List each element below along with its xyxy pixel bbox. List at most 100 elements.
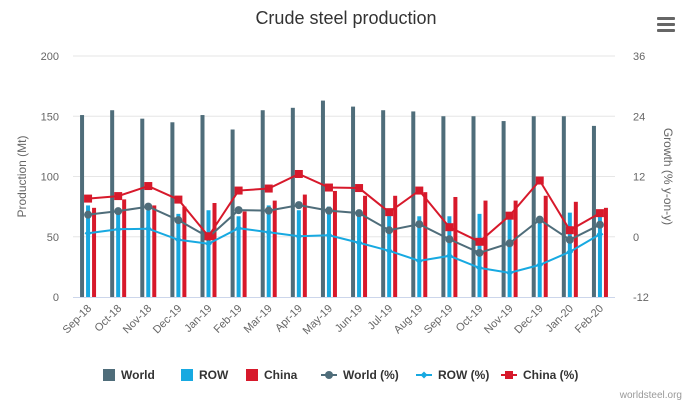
bar-china[interactable] xyxy=(182,206,187,297)
point-row-pct[interactable] xyxy=(295,232,303,240)
bar-world[interactable] xyxy=(381,110,386,297)
point-world-pct[interactable] xyxy=(415,220,424,229)
point-world-pct[interactable] xyxy=(294,201,303,210)
point-china-pct[interactable] xyxy=(385,208,394,217)
point-row-pct[interactable] xyxy=(506,269,514,277)
point-row-pct[interactable] xyxy=(445,252,453,260)
point-china-pct[interactable] xyxy=(535,176,544,185)
bar-china[interactable] xyxy=(393,195,398,297)
point-row-pct[interactable] xyxy=(355,239,363,247)
point-world-pct[interactable] xyxy=(355,209,364,218)
point-china-pct[interactable] xyxy=(234,186,243,195)
bar-world[interactable] xyxy=(411,111,416,298)
bar-china[interactable] xyxy=(272,200,277,297)
bar-world[interactable] xyxy=(170,122,175,298)
point-row-pct[interactable] xyxy=(476,264,483,272)
bar-row[interactable] xyxy=(326,206,331,297)
bar-row[interactable] xyxy=(266,205,271,297)
point-china-pct[interactable] xyxy=(505,211,514,220)
point-world-pct[interactable] xyxy=(234,206,243,215)
bar-world[interactable] xyxy=(110,110,115,297)
point-world-pct[interactable] xyxy=(144,202,153,211)
point-world-pct[interactable] xyxy=(595,220,604,229)
bar-china[interactable] xyxy=(92,207,97,297)
point-china-pct[interactable] xyxy=(595,209,604,218)
point-row-pct[interactable] xyxy=(385,247,393,255)
bar-world[interactable] xyxy=(80,115,85,297)
bar-china[interactable] xyxy=(212,203,217,297)
bar-china[interactable] xyxy=(242,211,247,297)
bar-row[interactable] xyxy=(387,212,392,297)
bar-world[interactable] xyxy=(320,100,325,298)
legend-item[interactable]: World (%) xyxy=(321,368,399,382)
bar-row[interactable] xyxy=(176,213,181,297)
bar-world[interactable] xyxy=(531,116,536,297)
point-china-pct[interactable] xyxy=(355,184,364,193)
point-china-pct[interactable] xyxy=(204,232,213,241)
point-world-pct[interactable] xyxy=(445,235,454,244)
bar-world[interactable] xyxy=(561,116,566,297)
point-china-pct[interactable] xyxy=(144,182,153,191)
bar-china[interactable] xyxy=(453,196,458,297)
bar-china[interactable] xyxy=(483,200,488,297)
bar-china[interactable] xyxy=(603,207,608,297)
bar-world[interactable] xyxy=(351,106,356,297)
point-row-pct[interactable] xyxy=(174,236,182,244)
point-china-pct[interactable] xyxy=(324,183,333,192)
point-row-pct[interactable] xyxy=(566,248,574,256)
bar-world[interactable] xyxy=(290,107,295,297)
legend-item[interactable]: China (%) xyxy=(501,368,578,382)
point-row-pct[interactable] xyxy=(596,230,604,238)
bar-row[interactable] xyxy=(507,216,512,297)
point-world-pct[interactable] xyxy=(174,216,183,225)
point-china-pct[interactable] xyxy=(565,226,574,235)
bar-world[interactable] xyxy=(591,125,596,297)
bar-world[interactable] xyxy=(230,129,235,297)
point-row-pct[interactable] xyxy=(415,257,423,265)
point-china-pct[interactable] xyxy=(415,186,424,195)
point-world-pct[interactable] xyxy=(264,206,273,215)
bar-china[interactable] xyxy=(543,195,548,297)
bar-china[interactable] xyxy=(513,200,518,297)
point-china-pct[interactable] xyxy=(114,192,123,201)
bar-row[interactable] xyxy=(236,216,241,297)
credit-link[interactable]: worldsteel.org xyxy=(619,390,682,401)
point-world-pct[interactable] xyxy=(114,207,123,216)
bar-china[interactable] xyxy=(423,192,428,297)
legend-item[interactable]: ROW (%) xyxy=(416,368,489,382)
point-world-pct[interactable] xyxy=(84,210,93,219)
point-row-pct[interactable] xyxy=(84,229,92,237)
point-world-pct[interactable] xyxy=(324,206,333,215)
point-china-pct[interactable] xyxy=(294,169,303,178)
bar-row[interactable] xyxy=(597,213,602,297)
point-row-pct[interactable] xyxy=(265,228,273,236)
point-row-pct[interactable] xyxy=(205,240,212,248)
bar-row[interactable] xyxy=(417,216,422,297)
point-china-pct[interactable] xyxy=(84,194,93,203)
point-row-pct[interactable] xyxy=(114,225,122,233)
bar-china[interactable] xyxy=(363,195,368,297)
point-row-pct[interactable] xyxy=(325,231,333,239)
bar-row[interactable] xyxy=(86,205,91,297)
bar-world[interactable] xyxy=(441,116,446,297)
bar-row[interactable] xyxy=(537,216,542,297)
legend-item[interactable]: World xyxy=(103,368,155,382)
legend-item[interactable]: China xyxy=(246,368,298,382)
bar-china[interactable] xyxy=(302,194,307,297)
bar-world[interactable] xyxy=(471,116,476,297)
bar-china[interactable] xyxy=(152,205,157,297)
point-china-pct[interactable] xyxy=(174,195,183,204)
chart-menu-button[interactable] xyxy=(655,14,679,36)
point-row-pct[interactable] xyxy=(536,261,544,269)
point-row-pct[interactable] xyxy=(144,225,152,233)
bar-china[interactable] xyxy=(122,199,127,297)
bar-china[interactable] xyxy=(332,190,337,297)
point-china-pct[interactable] xyxy=(475,237,484,246)
legend-item[interactable]: ROW xyxy=(181,368,229,382)
point-world-pct[interactable] xyxy=(535,215,544,224)
point-world-pct[interactable] xyxy=(505,239,514,248)
point-world-pct[interactable] xyxy=(565,235,574,244)
bar-row[interactable] xyxy=(116,209,121,297)
point-row-pct[interactable] xyxy=(235,224,243,232)
bar-world[interactable] xyxy=(260,110,265,297)
